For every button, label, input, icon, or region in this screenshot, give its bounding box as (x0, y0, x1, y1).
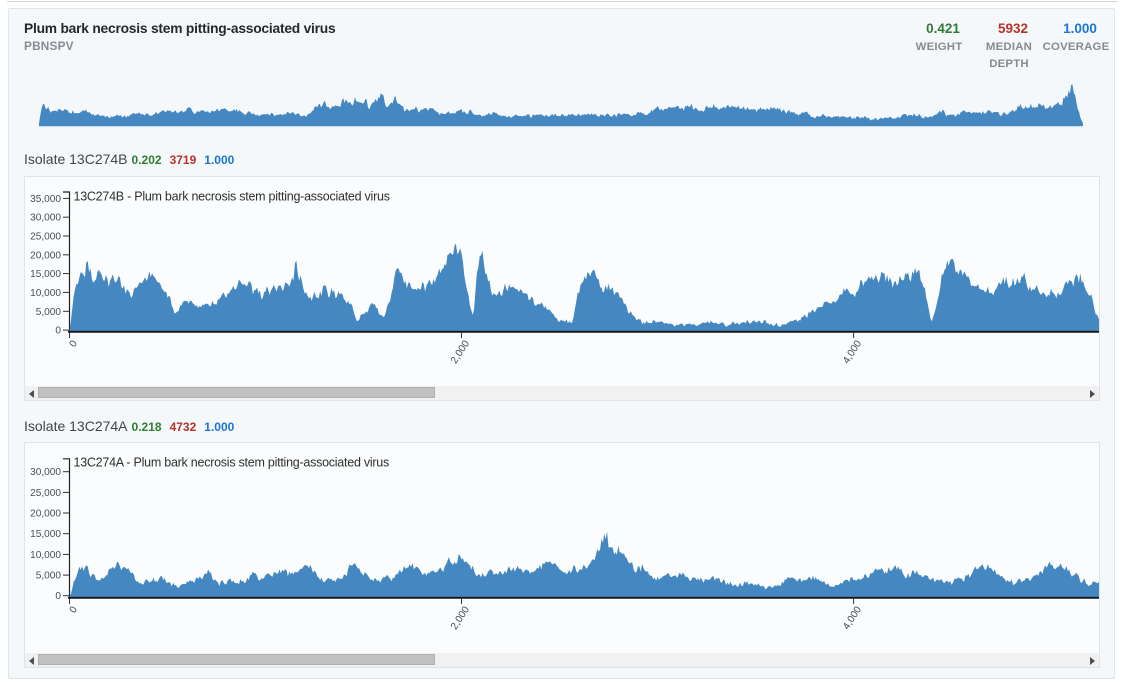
svg-text:4,000: 4,000 (841, 604, 864, 631)
svg-text:0: 0 (68, 604, 80, 615)
svg-text:30,000: 30,000 (30, 467, 61, 478)
svg-text:20,000: 20,000 (30, 509, 61, 520)
svg-text:15,000: 15,000 (30, 529, 61, 540)
svg-text:2,000: 2,000 (449, 338, 472, 365)
svg-text:35,000: 35,000 (30, 194, 61, 205)
svg-text:0: 0 (55, 326, 61, 337)
svg-text:13C274A - Plum bark necrosis s: 13C274A - Plum bark necrosis stem pittin… (74, 456, 390, 470)
svg-text:10,000: 10,000 (30, 550, 61, 561)
svg-text:30,000: 30,000 (30, 213, 61, 224)
svg-text:0: 0 (68, 338, 80, 349)
svg-text:2,000: 2,000 (449, 604, 472, 631)
svg-text:15,000: 15,000 (30, 269, 61, 280)
svg-text:0: 0 (55, 591, 61, 602)
svg-text:5,000: 5,000 (36, 307, 62, 318)
svg-text:4,000: 4,000 (841, 338, 864, 365)
svg-text:13C274B - Plum bark necrosis s: 13C274B - Plum bark necrosis stem pittin… (74, 190, 390, 204)
svg-text:20,000: 20,000 (30, 250, 61, 261)
svg-text:5,000: 5,000 (36, 571, 62, 582)
svg-text:25,000: 25,000 (30, 232, 61, 243)
svg-text:25,000: 25,000 (30, 488, 61, 499)
svg-text:10,000: 10,000 (30, 288, 61, 299)
